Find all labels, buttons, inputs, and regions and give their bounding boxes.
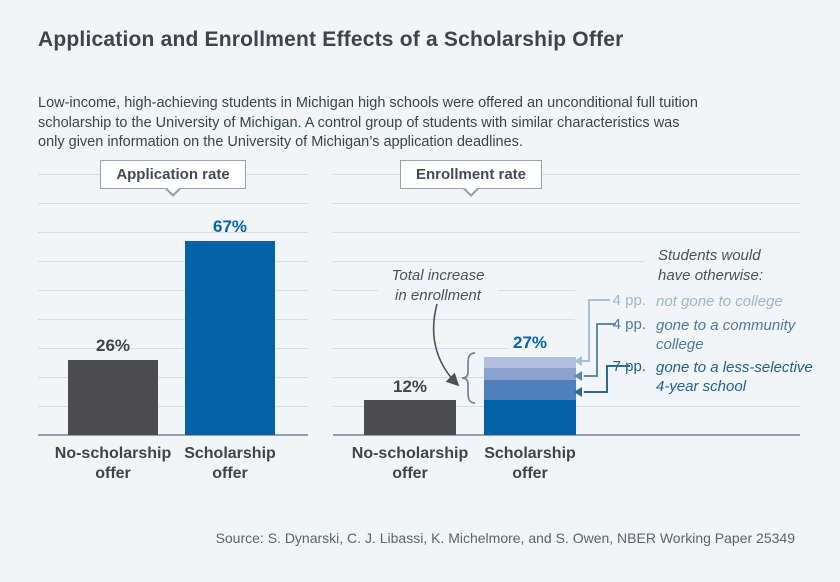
connector-arrowhead [574,387,582,397]
value-label-67: 67% [212,217,248,236]
axis-baseline [333,434,800,436]
gridline [333,348,508,349]
gridline [38,232,308,233]
gridline [38,348,308,349]
page-title: Application and Enrollment Effects of a … [38,28,624,51]
category-no-scholarship-right: No-scholarship offer [351,445,469,482]
label-notch [464,187,478,194]
annotation-text-less-selective: gone to a less-selective 4-year school [656,359,813,395]
segment-base-enrollment [484,400,576,435]
gridline [38,319,308,320]
connector-community [596,323,598,377]
connector-not-gone [588,299,610,301]
category-scholarship-right: Scholarship offer [484,445,576,482]
connector-not-gone [582,360,590,362]
gridline [38,377,308,378]
application-rate-label-box: Application rate [100,160,246,197]
curved-arrow-icon [432,303,460,387]
gridline [333,174,800,175]
otherwise-heading: Students would have otherwise: [658,247,764,284]
application-rate-label: Application rate [116,166,230,183]
chart-subtitle: Low-income, high-achieving students in M… [38,95,698,150]
gridline [38,290,308,291]
value-label-26: 26% [95,336,131,355]
gridline [38,203,308,204]
gridline [333,203,800,204]
category-scholarship-left: Scholarship offer [184,445,276,482]
connector-less-selective [606,365,630,367]
annotation-text-community: gone to a community college [656,317,796,353]
value-label-12: 12% [392,377,428,396]
gridline [333,232,800,233]
label-notch [166,187,180,194]
segment-community-college [484,368,576,380]
connector-not-gone [588,299,590,361]
connector-community [584,375,598,377]
axis-baseline [38,434,308,436]
source-credit: Source: S. Dynarski, C. J. Libassi, K. M… [215,530,795,546]
enrollment-no-scholarship-bar [364,400,456,435]
segment-less-selective-school [484,379,576,401]
annotation-pp-not-gone: 4 pp. [612,292,646,309]
enrollment-rate-label: Enrollment rate [415,166,527,183]
enrollment-scholarship-stacked-bar [484,356,576,435]
gridline [333,261,645,262]
connector-less-selective [584,391,608,393]
connector-arrowhead [574,371,582,381]
annotation-pp-community: 4 pp. [612,316,646,333]
category-no-scholarship-left: No-scholarship offer [54,445,172,482]
curly-brace-icon [461,352,476,404]
annotation-text-not-gone: not gone to college [656,293,783,310]
gridline [333,319,575,320]
connector-community [596,323,616,325]
total-increase-annotation: Total increase in enrollment [378,266,498,306]
enrollment-rate-label-box: Enrollment rate [400,160,542,197]
gridline [38,261,308,262]
application-scholarship-bar [185,240,275,435]
connector-arrowhead [574,356,582,366]
application-no-scholarship-bar [68,359,158,435]
segment-not-gone-to-college [484,356,576,369]
connector-less-selective [606,365,608,393]
value-label-27: 27% [512,333,548,352]
gridline [38,406,308,407]
